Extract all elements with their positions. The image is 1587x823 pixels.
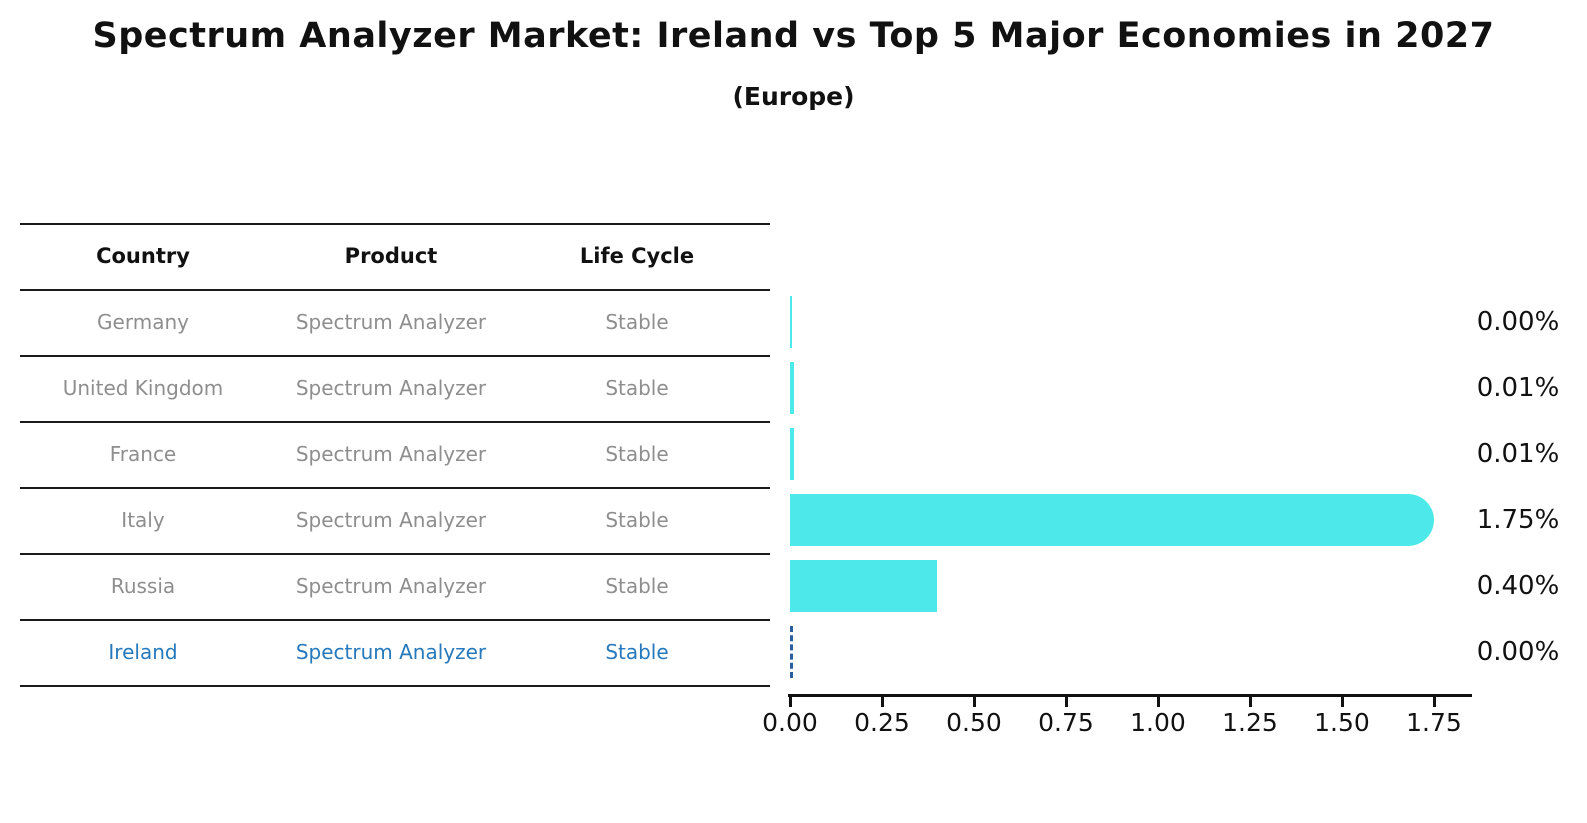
table-row-line (20, 223, 770, 225)
table-cell-lifecycle: Stable (605, 376, 669, 400)
x-tick (789, 697, 792, 707)
table-cell-product: Spectrum Analyzer (295, 508, 487, 532)
table-row-line (20, 421, 770, 423)
bar-highlight-dashed (790, 626, 793, 678)
bar (790, 560, 937, 612)
value-label: 0.00% (1476, 637, 1560, 667)
x-tick-label: 1.00 (1130, 708, 1186, 737)
table-row-line (20, 619, 770, 621)
x-tick-label: 0.00 (762, 708, 818, 737)
table-cell-country: France (109, 442, 177, 466)
x-tick (973, 697, 976, 707)
table-cell-lifecycle: Stable (605, 310, 669, 334)
x-tick (1433, 697, 1436, 707)
x-tick-label: 1.50 (1314, 708, 1370, 737)
table-row-line (20, 355, 770, 357)
value-label: 0.00% (1476, 307, 1560, 337)
table-header-lifecycle: Life Cycle (579, 244, 695, 268)
x-tick-label: 1.75 (1406, 708, 1462, 737)
bar (790, 296, 792, 348)
x-tick-label: 0.50 (946, 708, 1002, 737)
table-row-line (20, 685, 770, 687)
value-label: 0.01% (1476, 439, 1560, 469)
x-tick (1065, 697, 1068, 707)
chart-subtitle: (Europe) (732, 82, 855, 111)
x-axis-line (788, 694, 1472, 697)
x-tick (1249, 697, 1252, 707)
table-cell-country: Russia (110, 574, 176, 598)
x-tick (881, 697, 884, 707)
x-tick (1341, 697, 1344, 707)
bar (790, 494, 1434, 546)
table-row-line (20, 553, 770, 555)
table-cell-country: United Kingdom (62, 376, 224, 400)
table-cell-lifecycle: Stable (605, 508, 669, 532)
value-label: 1.75% (1476, 505, 1560, 535)
x-tick (1157, 697, 1160, 707)
x-tick-label: 1.25 (1222, 708, 1278, 737)
x-tick-label: 0.75 (1038, 708, 1094, 737)
value-label: 0.01% (1476, 373, 1560, 403)
table-cell-product: Spectrum Analyzer (295, 376, 487, 400)
table-cell-country: Germany (97, 310, 189, 334)
table-header-product: Product (344, 244, 438, 268)
table-row-line (20, 487, 770, 489)
table-cell-country: Ireland (108, 640, 178, 664)
table-cell-lifecycle: Stable (605, 640, 669, 664)
table-cell-product: Spectrum Analyzer (295, 310, 487, 334)
table-cell-product: Spectrum Analyzer (295, 442, 487, 466)
table-cell-country: Italy (121, 508, 165, 532)
table-cell-product: Spectrum Analyzer (295, 574, 487, 598)
value-label: 0.40% (1476, 571, 1560, 601)
table-header-country: Country (96, 244, 190, 268)
bar (790, 362, 794, 414)
table-cell-lifecycle: Stable (605, 442, 669, 466)
chart-title: Spectrum Analyzer Market: Ireland vs Top… (92, 16, 1495, 56)
table-cell-lifecycle: Stable (605, 574, 669, 598)
table-cell-product: Spectrum Analyzer (295, 640, 487, 664)
x-tick-label: 0.25 (854, 708, 910, 737)
table-row-line (20, 289, 770, 291)
bar (790, 428, 794, 480)
